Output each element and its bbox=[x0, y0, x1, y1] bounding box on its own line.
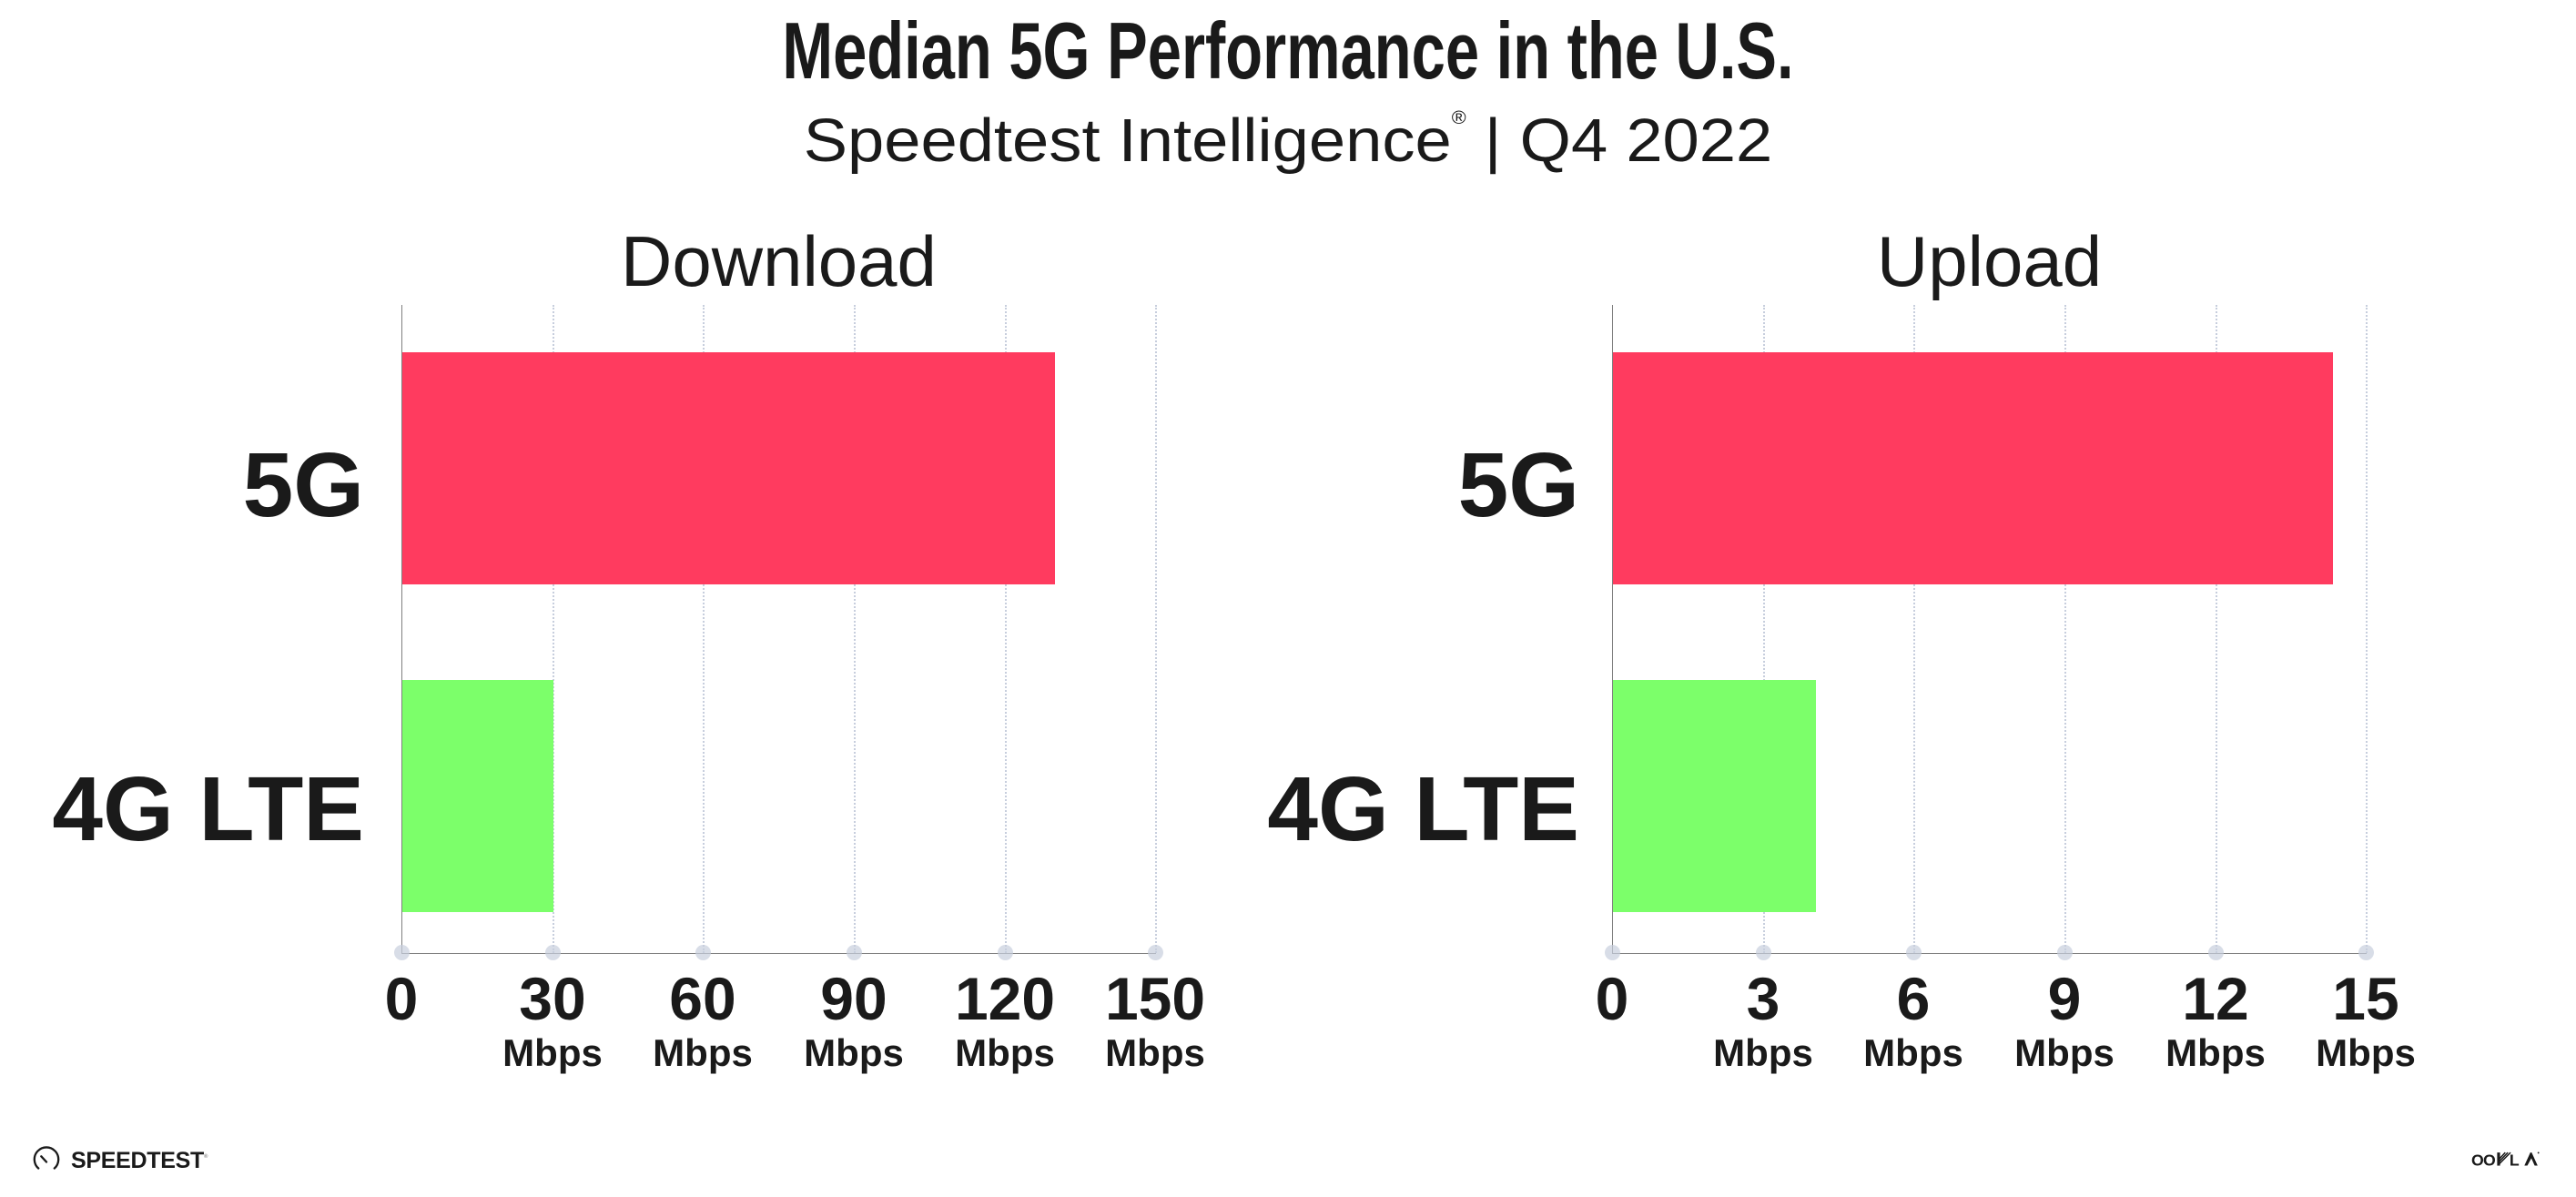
svg-text:L: L bbox=[2510, 1151, 2520, 1170]
svg-text:O: O bbox=[2483, 1151, 2496, 1170]
svg-text:O: O bbox=[2471, 1151, 2484, 1170]
